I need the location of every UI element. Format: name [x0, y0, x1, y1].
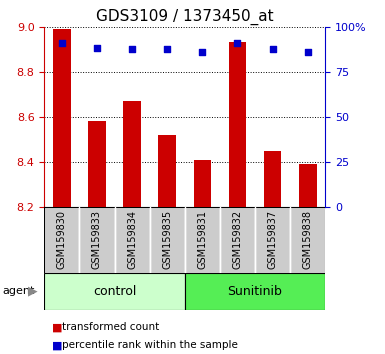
- Bar: [220, 207, 255, 273]
- Point: [234, 40, 241, 46]
- Text: ■: ■: [52, 322, 62, 332]
- Bar: [53, 29, 70, 207]
- Point: [199, 49, 206, 55]
- Text: control: control: [93, 285, 136, 298]
- Text: GSM159830: GSM159830: [57, 210, 67, 269]
- Bar: [44, 273, 185, 310]
- Point: [94, 45, 100, 51]
- Bar: [264, 151, 281, 207]
- Bar: [229, 42, 246, 207]
- Text: GSM159837: GSM159837: [268, 210, 278, 269]
- Text: GSM159832: GSM159832: [233, 210, 243, 269]
- Bar: [115, 207, 150, 273]
- Bar: [185, 273, 325, 310]
- Text: ■: ■: [52, 340, 62, 350]
- Text: GSM159838: GSM159838: [303, 210, 313, 269]
- Text: GSM159835: GSM159835: [162, 210, 172, 269]
- Bar: [159, 135, 176, 207]
- Title: GDS3109 / 1373450_at: GDS3109 / 1373450_at: [96, 9, 274, 25]
- Bar: [123, 101, 141, 207]
- Text: percentile rank within the sample: percentile rank within the sample: [62, 340, 238, 350]
- Text: transformed count: transformed count: [62, 322, 159, 332]
- Point: [164, 46, 170, 52]
- Bar: [255, 207, 290, 273]
- Bar: [290, 207, 325, 273]
- Bar: [150, 207, 185, 273]
- Point: [305, 49, 311, 55]
- Bar: [79, 207, 115, 273]
- Text: GSM159833: GSM159833: [92, 210, 102, 269]
- Text: ▶: ▶: [28, 285, 37, 298]
- Text: Sunitinib: Sunitinib: [228, 285, 283, 298]
- Point: [129, 46, 135, 52]
- Text: GSM159834: GSM159834: [127, 210, 137, 269]
- Text: agent: agent: [2, 286, 34, 296]
- Bar: [194, 160, 211, 207]
- Bar: [299, 164, 316, 207]
- Text: GSM159831: GSM159831: [198, 210, 208, 269]
- Bar: [44, 207, 79, 273]
- Point: [270, 46, 276, 52]
- Bar: [185, 207, 220, 273]
- Bar: [88, 121, 106, 207]
- Point: [59, 40, 65, 46]
